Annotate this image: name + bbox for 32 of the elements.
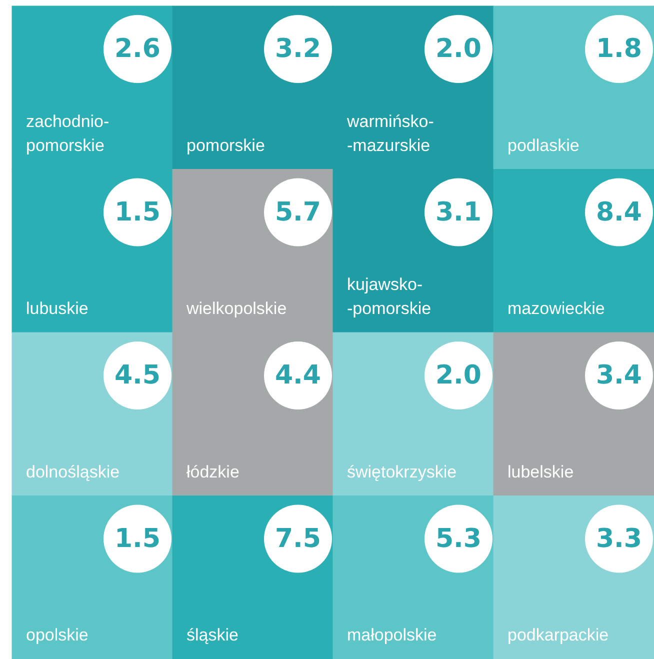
data-label: 1.5	[114, 524, 161, 554]
annotation: dolnośląskie	[26, 462, 120, 482]
data-label: 5.7	[274, 197, 322, 228]
data-label: 2.0	[435, 34, 482, 64]
data-label: 4.5	[114, 360, 161, 390]
data-label: 5.3	[435, 524, 482, 554]
annotation: śląskie	[186, 626, 238, 644]
data-label: 4.4	[274, 360, 322, 390]
annotation: łódzkie	[186, 462, 240, 482]
data-label: 8.4	[596, 197, 642, 228]
annotation: opolskie	[26, 626, 88, 644]
annotation: świętokrzyskie	[347, 462, 457, 482]
data-label: 3.2	[274, 34, 322, 64]
annotation: lubelskie	[508, 462, 574, 482]
annotation: wielkopolskie	[186, 299, 287, 318]
annotation: zachodnio- pomorskie	[26, 112, 110, 155]
annotation: podlaskie	[508, 136, 580, 155]
annotation: pomorskie	[186, 136, 265, 155]
annotation: podkarpackie	[508, 626, 609, 644]
annotation: warmińsko- -mazurskie	[346, 112, 434, 155]
annotation: lubuskie	[26, 299, 88, 318]
annotation: mazowieckie	[508, 299, 605, 318]
annotation: kujawsko- -pomorskie	[347, 275, 432, 318]
data-label: 1.5	[114, 197, 161, 228]
data-label: 3.4	[596, 360, 642, 390]
annotation: małopolskie	[347, 626, 437, 644]
data-label: 1.8	[596, 34, 642, 64]
data-label: 2.6	[114, 34, 161, 64]
data-label: 3.1	[435, 197, 482, 228]
data-label: 3.3	[596, 524, 642, 554]
data-label: 7.5	[274, 524, 322, 554]
data-label: 2.0	[435, 360, 482, 390]
